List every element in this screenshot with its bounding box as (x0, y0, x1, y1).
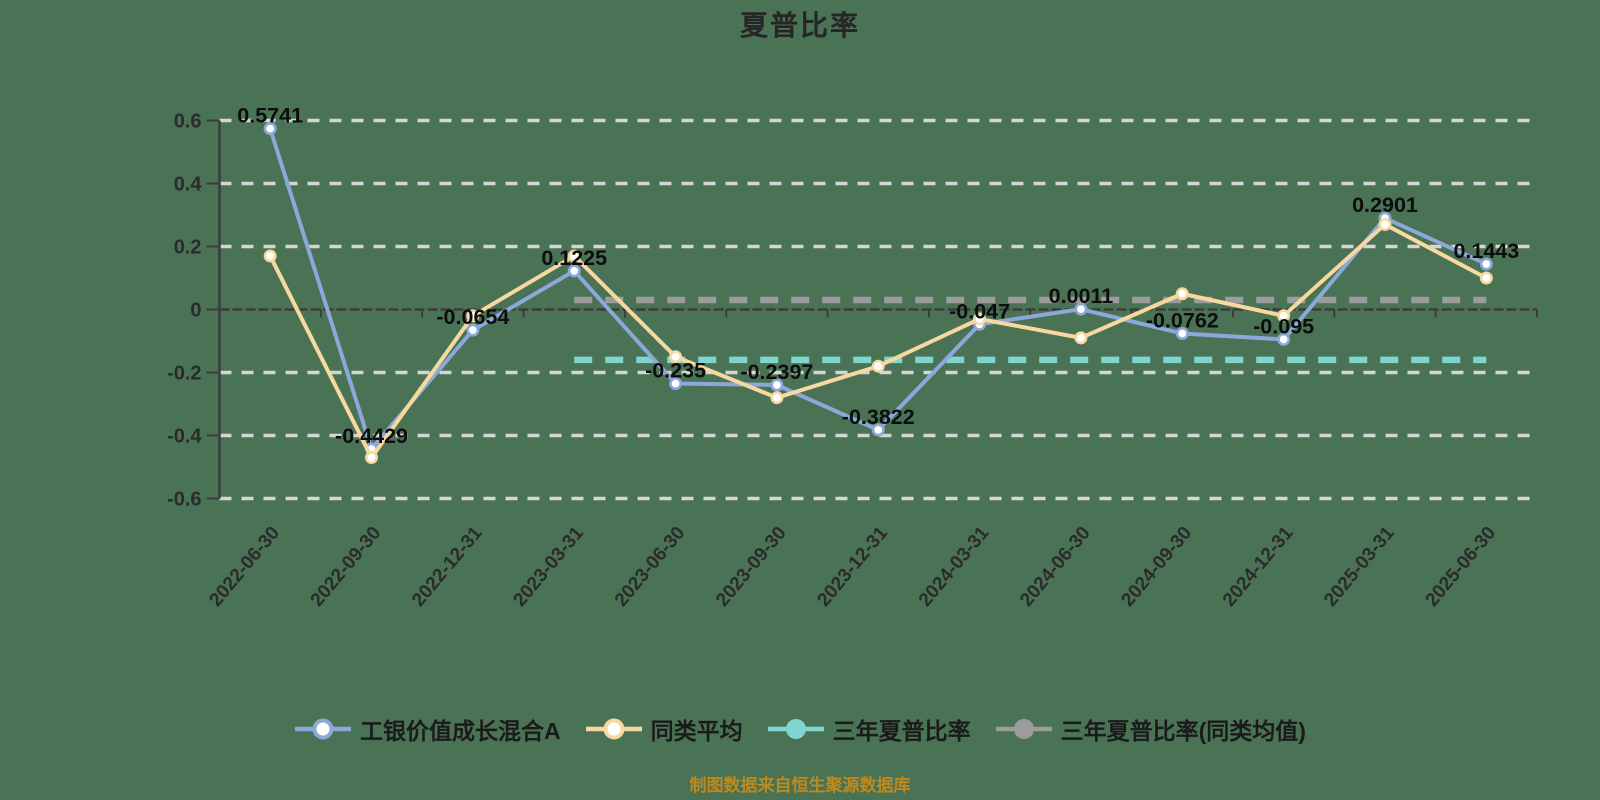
legend-item-2[interactable]: 三年夏普比率 (767, 712, 971, 746)
data-point-marker[interactable] (1479, 257, 1493, 271)
y-tick-label: 0.4 (174, 174, 203, 196)
data-label: 0.2901 (1352, 193, 1418, 217)
legend-marker-icon (767, 719, 824, 739)
data-point-marker[interactable] (973, 312, 987, 326)
data-label: 0.0011 (1049, 284, 1114, 308)
data-label: -0.095 (1253, 314, 1314, 338)
data-point-marker[interactable] (365, 451, 379, 465)
data-source-note: 制图数据来自恒生聚源数据库 (689, 776, 911, 795)
data-point-marker[interactable] (669, 350, 683, 364)
x-tick-label: 2022-06-30 (205, 523, 284, 611)
y-tick-label: -0.6 (167, 489, 201, 511)
data-point-marker[interactable] (466, 323, 480, 337)
x-tick-label: 2024-12-31 (1219, 522, 1298, 610)
data-labels: 0.5741 -0.4429 -0.0654 0.1225 -0.235 -0.2397 -… (237, 104, 1519, 448)
data-point-marker[interactable] (1074, 331, 1088, 345)
data-label: -0.047 (949, 299, 1010, 323)
y-tick-label: -0.2 (167, 363, 201, 385)
data-point-marker[interactable] (669, 377, 683, 391)
legend-item-0[interactable]: 工银价值成长混合A (294, 712, 561, 746)
data-point-marker[interactable] (466, 309, 480, 323)
data-point-marker[interactable] (1074, 302, 1088, 316)
data-label: -0.2397 (740, 360, 813, 384)
legend-item-label: 同类平均 (650, 718, 743, 744)
fund-series[interactable] (263, 122, 1493, 456)
chart-title: 夏普比率 (739, 10, 860, 41)
legend-marker-icon (295, 718, 352, 740)
x-tick-label: 2023-03-31 (509, 522, 588, 610)
y-tick-label: 0 (190, 300, 201, 322)
x-tick-label: 2023-12-31 (814, 522, 893, 610)
data-label: 0.1443 (1453, 239, 1519, 263)
data-label: 0.1225 (541, 246, 607, 270)
legend-item-label: 工银价值成长混合A (360, 718, 561, 744)
x-tick-label: 2023-09-30 (712, 523, 791, 611)
y-tick-label: 0.6 (174, 111, 202, 133)
legend-item-label: 三年夏普比率 (832, 718, 971, 744)
x-axis: 2022-06-30 2022-09-30 2022-12-31 2023-03-31… (205, 308, 1538, 611)
data-point-marker[interactable] (770, 391, 784, 405)
data-point-marker[interactable] (1175, 287, 1189, 301)
legend-marker-icon (585, 718, 642, 740)
x-tick-label: 2024-03-31 (915, 522, 994, 610)
y-tick-label: 0.2 (174, 237, 202, 259)
data-point-marker[interactable] (1479, 271, 1493, 285)
data-label: -0.0762 (1146, 309, 1219, 333)
x-tick-label: 2023-06-30 (611, 523, 690, 611)
data-label: 0.5741 (237, 104, 303, 128)
data-label: -0.3822 (842, 405, 915, 429)
data-label: -0.4429 (335, 424, 408, 448)
x-tick-label: 2025-06-30 (1422, 523, 1501, 611)
data-label: -0.0654 (436, 305, 509, 329)
y-axis: 0.6 0.4 0.2 0 -0.2 -0.4 -0.6 (167, 111, 221, 511)
data-point-marker[interactable] (770, 378, 784, 392)
data-point-marker[interactable] (263, 249, 277, 263)
data-label: -0.235 (645, 359, 706, 383)
data-point-marker[interactable] (871, 423, 885, 437)
y-tick-label: -0.4 (167, 426, 202, 448)
x-tick-label: 2022-12-31 (408, 522, 487, 610)
legend-item-label: 三年夏普比率(同类均值) (1060, 718, 1306, 744)
legend-item-3[interactable]: 三年夏普比率(同类均值) (995, 712, 1306, 746)
legend-marker-icon (995, 719, 1052, 739)
legend-item-1[interactable]: 同类平均 (585, 712, 743, 746)
data-point-marker[interactable] (1277, 309, 1291, 323)
data-point-marker[interactable] (567, 264, 581, 278)
data-point-marker[interactable] (1277, 332, 1291, 346)
data-point-marker[interactable] (263, 122, 277, 136)
data-point-marker[interactable] (1175, 327, 1189, 341)
x-tick-label: 2024-06-30 (1016, 523, 1095, 611)
data-point-marker[interactable] (567, 249, 581, 263)
chart-legend: 工银价值成长混合A 同类平均 三年夏普比率 三年夏普比率(同类均值) (0, 712, 1600, 746)
x-tick-label: 2024-09-30 (1118, 523, 1197, 611)
peer-average-series[interactable] (263, 217, 1493, 465)
x-tick-label: 2025-03-31 (1320, 522, 1399, 610)
data-point-marker[interactable] (871, 359, 885, 373)
data-point-marker[interactable] (1378, 217, 1392, 231)
x-tick-label: 2022-09-30 (307, 523, 386, 611)
